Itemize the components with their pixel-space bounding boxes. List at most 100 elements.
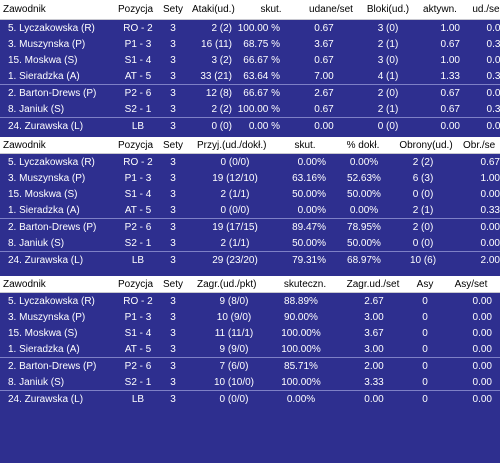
table-row[interactable]: 5. Lyczakowska (R) RO - 2 3 9 (8/0) 88.89% 2.… — [0, 293, 500, 309]
column-header-bloki-ud[interactable]: Bloki(ud.) — [366, 4, 410, 15]
column-header-skuteczn[interactable]: skuteczn. — [283, 278, 327, 290]
column-header-zawodnik[interactable]: Zawodnik — [3, 4, 46, 15]
cell-bloki-ud: 2 (1) — [377, 103, 399, 115]
cell-skut: 68.75 % — [243, 38, 280, 50]
column-header-przyj-ud-dok[interactable]: Przyj.(ud./dokł.) — [197, 139, 267, 151]
column-header-sety[interactable]: Sety — [162, 139, 183, 151]
table-row[interactable]: 2. Barton-Drews (P) P2 - 6 3 19 (17/15) 89.4… — [0, 219, 500, 235]
table-row[interactable]: 2. Barton-Drews (P) P2 - 6 3 12 (8) 66.67 % 2… — [0, 85, 500, 101]
column-header-pozycja[interactable]: Pozycja — [118, 4, 154, 15]
cell-skut: 0.00% — [297, 204, 326, 216]
column-header-ud-se[interactable]: ud./se — [472, 4, 500, 15]
cell-zawodnik: 8. Janiuk (S) — [8, 103, 65, 115]
cell-zagr-ud-set: 2.00 — [364, 360, 384, 372]
cell-obr-se: 0.00 — [480, 237, 500, 249]
table-row[interactable]: 15. Moskwa (S) S1 - 4 3 11 (11/1) 100.00% 3.6… — [0, 325, 500, 341]
serve-stats-table: Zawodnik Pozycja Sety Zagr.(ud./pkt) skutecz… — [0, 276, 500, 407]
table-row[interactable]: 24. Zurawska (L) LB 3 0 (0/0) 0.00% 0.00 0 0.00 — [0, 391, 500, 407]
column-header-pozycja[interactable]: Pozycja — [118, 278, 154, 290]
table-row[interactable]: 8. Janiuk (S) S2 - 1 3 10 (10/0) 100.00% 3.33… — [0, 374, 500, 391]
cell-przyj-ud-dok: 29 (23/20) — [212, 254, 258, 266]
table-row[interactable]: 2. Barton-Drews (P) P2 - 6 3 7 (6/0) 85.71% 2… — [0, 358, 500, 374]
cell-zawodnik: 5. Lyczakowska (R) — [8, 156, 95, 168]
cell-aktywn: 0.00 — [440, 120, 460, 132]
cell-ud-se: 0.33 — [486, 70, 500, 82]
cell-udane-set: 0.67 — [314, 54, 334, 66]
cell-udane-set: 7.00 — [314, 70, 334, 82]
cell-przyj-ud-dok: 19 (17/15) — [212, 221, 258, 233]
cell-ataki-ud: 2 (2) — [211, 103, 232, 115]
cell-sety: 3 — [170, 120, 176, 132]
cell-asy-set: 0.00 — [472, 360, 492, 372]
table-row[interactable]: 24. Zurawska (L) LB 3 0 (0) 0.00 % 0.00 0 (0) 0… — [0, 118, 500, 134]
cell-skut: 63.64 % — [243, 70, 280, 82]
cell-aktywn: 1.00 — [440, 54, 460, 66]
column-header-udane-set[interactable]: udane/set — [309, 4, 353, 15]
cell-skut: 63.16% — [292, 172, 326, 184]
column-header-skut[interactable]: skut. — [260, 4, 282, 15]
cell-asy-set: 0.00 — [472, 376, 492, 388]
column-header-zagr-ud-pkt[interactable]: Zagr.(ud./pkt) — [197, 278, 257, 290]
cell-zagr-ud-pkt: 9 (8/0) — [219, 295, 249, 307]
cell-asy-set: 0.00 — [472, 343, 492, 355]
column-header-obrony-ud[interactable]: Obrony(ud.) — [399, 139, 453, 151]
column-header-aktywn[interactable]: aktywn. — [423, 4, 457, 15]
cell-ud-se: 0.33 — [486, 103, 500, 115]
table-row[interactable]: 15. Moskwa (S) S1 - 4 3 3 (2) 66.67 % 0.67 3 (… — [0, 52, 500, 68]
column-header-sety[interactable]: Sety — [162, 4, 183, 15]
cell-aktywn: 0.67 — [440, 87, 460, 99]
cell-pozycja: RO - 2 — [123, 295, 153, 307]
table-row[interactable]: 5. Lyczakowska (R) RO - 2 3 2 (2) 100.00 % 0.… — [0, 20, 500, 36]
cell-sety: 3 — [170, 254, 176, 266]
column-header-skut[interactable]: skut. — [294, 139, 316, 151]
cell-dok: 0.00% — [349, 204, 379, 216]
cell-zawodnik: 8. Janiuk (S) — [8, 237, 65, 249]
cell-dok: 78.95% — [347, 221, 381, 233]
cell-ud-se: 0.00 — [486, 120, 500, 132]
cell-sety: 3 — [170, 70, 176, 82]
table-row[interactable]: 24. Zurawska (L) LB 3 29 (23/20) 79.31% 68.97… — [0, 252, 500, 268]
table-row[interactable]: 3. Muszynska (P) P1 - 3 3 10 (9/0) 90.00% 3.0… — [0, 309, 500, 325]
table-row[interactable]: 3. Muszynska (P) P1 - 3 3 16 (11) 68.75 % 3.6… — [0, 36, 500, 52]
cell-zagr-ud-set: 3.33 — [364, 376, 384, 388]
cell-zagr-ud-set: 3.00 — [364, 311, 384, 323]
column-header-pozycja[interactable]: Pozycja — [118, 139, 154, 151]
table-row[interactable]: 1. Sieradzka (A) AT - 5 3 9 (9/0) 100.00% 3.0… — [0, 341, 500, 358]
cell-zawodnik: 24. Zurawska (L) — [8, 254, 84, 266]
cell-pozycja: S2 - 1 — [124, 103, 152, 115]
table-row[interactable]: 8. Janiuk (S) S2 - 1 3 2 (2) 100.00 % 0.67 2 (… — [0, 101, 500, 118]
table-row[interactable]: 15. Moskwa (S) S1 - 4 3 2 (1/1) 50.00% 50.00%… — [0, 186, 500, 202]
cell-dok: 50.00% — [347, 188, 381, 200]
cell-ud-se: 0.00 — [486, 54, 500, 66]
cell-przyj-ud-dok: 19 (12/10) — [212, 172, 258, 184]
cell-skut: 66.67 % — [243, 54, 280, 66]
cell-ataki-ud: 33 (21) — [200, 70, 232, 82]
column-header-obr-se[interactable]: Obr./se — [463, 139, 496, 151]
cell-pozycja: P2 - 6 — [124, 221, 152, 233]
column-header-zawodnik[interactable]: Zawodnik — [3, 278, 46, 290]
cell-pozycja: S2 - 1 — [124, 237, 152, 249]
table-row[interactable]: 5. Lyczakowska (R) RO - 2 3 0 (0/0) 0.00% 0.0… — [0, 154, 500, 170]
cell-ataki-ud: 0 (0) — [211, 120, 232, 132]
table-row[interactable]: 3. Muszynska (P) P1 - 3 3 19 (12/10) 63.16% 5… — [0, 170, 500, 186]
column-header-asy-set[interactable]: Asy/set — [454, 278, 488, 290]
table-row[interactable]: 1. Sieradzka (A) AT - 5 3 33 (21) 63.64 % 7.0… — [0, 68, 500, 85]
column-header-sety[interactable]: Sety — [162, 278, 183, 290]
column-header-ataki-ud[interactable]: Ataki(ud.) — [192, 4, 235, 15]
cell-asy: 0 — [422, 393, 428, 405]
column-header-dok[interactable]: % dokł. — [346, 139, 380, 151]
column-header-zawodnik[interactable]: Zawodnik — [3, 139, 46, 151]
cell-sety: 3 — [170, 376, 176, 388]
cell-zawodnik: 15. Moskwa (S) — [8, 188, 78, 200]
cell-pozycja: AT - 5 — [124, 204, 152, 216]
cell-skut: 0.00% — [297, 156, 326, 168]
column-header-zagr-ud-set[interactable]: Zagr.ud./set — [346, 278, 400, 290]
table-row[interactable]: 1. Sieradzka (A) AT - 5 3 0 (0/0) 0.00% 0.00%… — [0, 202, 500, 219]
cell-pozycja: P1 - 3 — [124, 172, 152, 184]
cell-przyj-ud-dok: 0 (0/0) — [220, 156, 250, 168]
cell-asy-set: 0.00 — [472, 327, 492, 339]
table-row[interactable]: 8. Janiuk (S) S2 - 1 3 2 (1/1) 50.00% 50.00% 0… — [0, 235, 500, 252]
cell-asy: 0 — [422, 327, 428, 339]
cell-dok: 50.00% — [347, 237, 381, 249]
column-header-asy[interactable]: Asy — [416, 278, 434, 290]
